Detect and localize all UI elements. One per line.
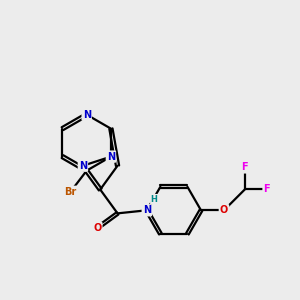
Text: N: N [79, 161, 87, 171]
Text: Br: Br [64, 187, 76, 197]
Text: N: N [82, 110, 91, 120]
Text: O: O [93, 223, 101, 233]
Text: O: O [220, 205, 228, 215]
Text: F: F [263, 184, 270, 194]
Text: H: H [151, 195, 158, 204]
Text: N: N [143, 205, 151, 215]
Text: N: N [107, 152, 115, 162]
Text: F: F [242, 162, 248, 172]
